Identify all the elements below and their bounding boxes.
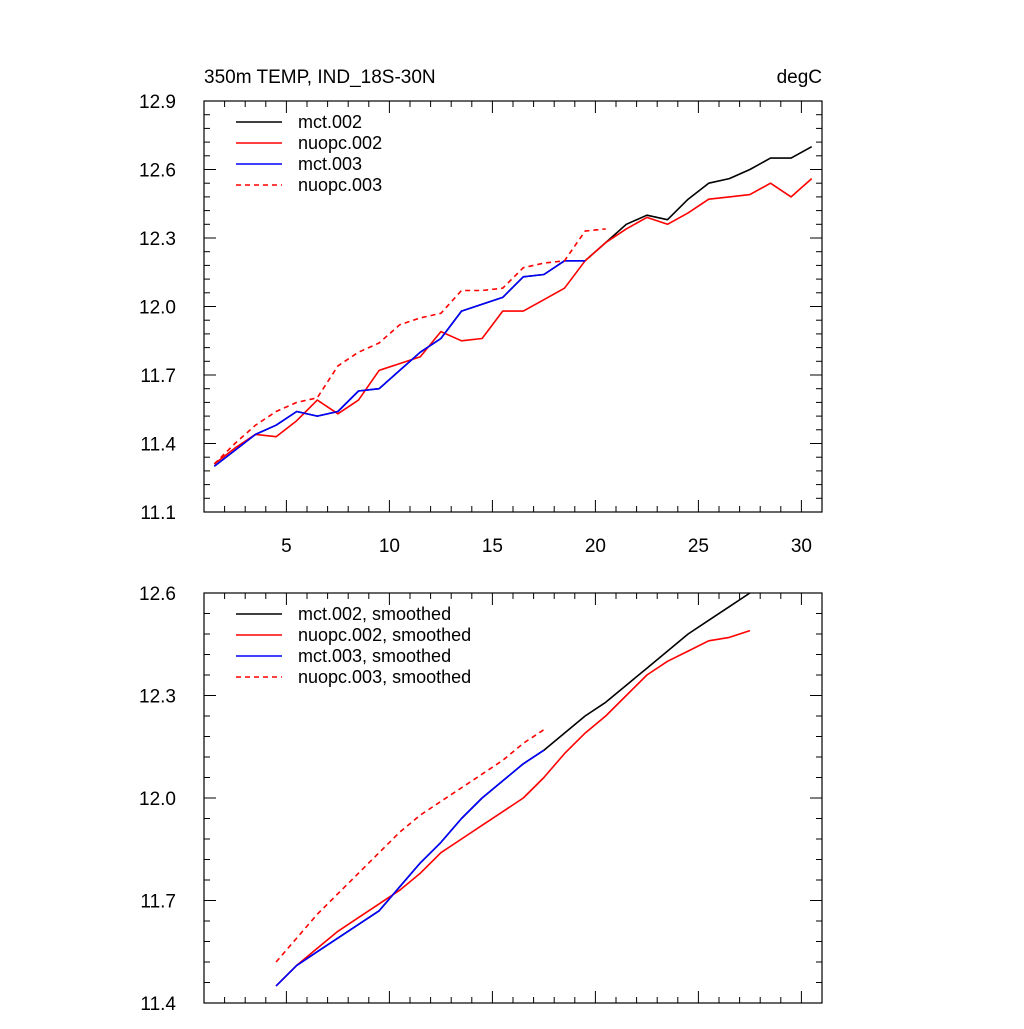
panel1-x-tick-label: 5	[281, 536, 292, 557]
chart-title-right: degC	[777, 67, 822, 88]
panel1-series-line-4	[213, 228, 606, 465]
panel1-x-tick-label: 20	[585, 536, 606, 557]
panel1-y-tick-label: 11.7	[140, 366, 176, 387]
panel2-y-tick-label: 12.0	[139, 789, 176, 810]
panel1-y-tick-label: 12.0	[139, 298, 176, 319]
panel2-legend-label-3: mct.003, smoothed	[298, 646, 451, 666]
panel2-y-tick-label: 11.7	[140, 892, 176, 913]
panel2-y-tick-label: 11.4	[140, 994, 176, 1015]
panel1-legend-label-3: mct.003	[298, 154, 362, 174]
panel1-legend-label-1: mct.002	[298, 112, 362, 132]
panel2-plot-frame	[203, 592, 823, 1004]
panel2-legend-label-4: nuopc.003, smoothed	[298, 667, 471, 687]
panel1-plot-frame	[203, 100, 823, 513]
panel2-series-line-4	[275, 729, 545, 963]
panel1-series-line-3	[213, 259, 586, 467]
panel2-y-tick-label: 12.6	[139, 584, 176, 605]
panel1-legend-label-2: nuopc.002	[298, 133, 382, 153]
panel1-y-tick-label: 12.6	[139, 161, 176, 182]
panel1-y-tick-label: 11.1	[140, 503, 176, 524]
panel1-x-tick-label: 30	[791, 536, 812, 557]
panel1-y-tick-label: 12.3	[139, 229, 176, 250]
panel1-y-tick-label: 12.9	[139, 92, 176, 113]
panel2-legend-label-2: nuopc.002, smoothed	[298, 625, 471, 645]
panel1-legend-label-4: nuopc.003	[298, 175, 382, 195]
panel1-series-line-2	[213, 178, 813, 465]
panel2-series-line-2	[275, 629, 751, 987]
panel1-x-tick-label: 25	[688, 536, 709, 557]
panel2-legend-label-1: mct.002, smoothed	[298, 604, 451, 624]
chart-title-left: 350m TEMP, IND_18S-30N	[204, 67, 436, 88]
panel1-x-tick-label: 10	[379, 536, 400, 557]
panel1-x-tick-label: 15	[482, 536, 503, 557]
panel1-y-tick-label: 11.4	[140, 435, 176, 456]
panel2-y-tick-label: 12.3	[139, 687, 176, 708]
panel2-series-line-3	[275, 749, 545, 987]
